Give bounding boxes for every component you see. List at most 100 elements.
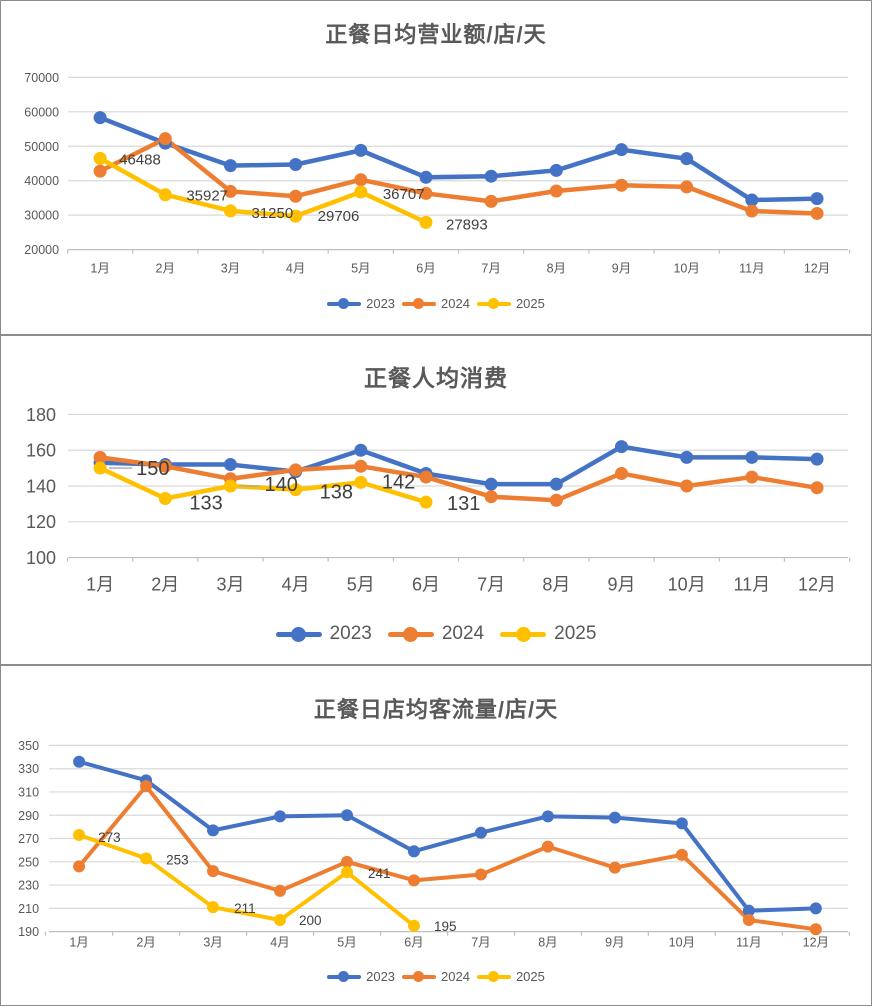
legend-label: 2024 <box>441 296 470 311</box>
svg-text:3月: 3月 <box>216 575 244 595</box>
svg-text:241: 241 <box>368 866 391 881</box>
line-dot-marker-yellow-icon <box>476 970 511 983</box>
svg-text:11月: 11月 <box>739 262 764 276</box>
svg-text:7月: 7月 <box>481 262 500 276</box>
svg-text:350: 350 <box>18 739 39 753</box>
legend-label: 2025 <box>515 296 545 311</box>
legend-item-2024: 2024 <box>402 296 470 311</box>
svg-text:9月: 9月 <box>612 262 631 276</box>
svg-text:210: 210 <box>18 902 39 916</box>
chart-panel-daily-revenue: 20000 30000 40000 50000 60000 70000 1月 2月 3月 4月 5月… <box>0 0 872 335</box>
per-capita-spend-legend: 2023 2024 2025 <box>1 623 871 645</box>
svg-text:8月: 8月 <box>547 262 566 276</box>
svg-text:273: 273 <box>98 830 121 845</box>
svg-text:9月: 9月 <box>605 936 624 950</box>
svg-text:3月: 3月 <box>203 936 222 950</box>
line-dot-marker-blue-icon <box>327 970 362 983</box>
svg-text:4月: 4月 <box>282 575 310 595</box>
legend-item-2025: 2025 <box>476 969 545 984</box>
line-dot-marker-yellow-icon <box>476 297 511 310</box>
daily-revenue-legend: 2023 2024 2025 <box>1 296 871 311</box>
svg-text:8月: 8月 <box>538 936 557 950</box>
svg-text:50000: 50000 <box>24 140 59 154</box>
legend-item-2025: 2025 <box>476 296 545 311</box>
svg-text:310: 310 <box>18 785 39 799</box>
svg-text:6月: 6月 <box>416 262 435 276</box>
legend-item-2023: 2023 <box>327 296 395 311</box>
svg-text:10月: 10月 <box>668 575 706 595</box>
legend-item-2023: 2023 <box>275 623 372 645</box>
svg-text:270: 270 <box>18 832 39 846</box>
customer-traffic-line-chart: 190 210 230 250 270 290 310 330 350 1月 2月 3月 4月 5月 6月 7… <box>18 739 850 950</box>
chart-title-per-capita-spend: 正餐人均消费 <box>364 365 508 391</box>
svg-text:250: 250 <box>18 855 39 869</box>
svg-text:131: 131 <box>447 493 480 515</box>
svg-text:120: 120 <box>26 512 56 532</box>
svg-text:190: 190 <box>18 925 39 939</box>
legend-item-2024: 2024 <box>387 623 485 645</box>
legend-label: 2025 <box>515 969 545 984</box>
customer-traffic-legend: 2023 2024 2025 <box>1 969 871 984</box>
svg-text:10月: 10月 <box>669 936 695 950</box>
legend-label: 2025 <box>554 623 597 644</box>
svg-text:7月: 7月 <box>471 936 490 950</box>
svg-text:180: 180 <box>26 405 56 425</box>
svg-text:195: 195 <box>434 919 457 934</box>
svg-text:4月: 4月 <box>286 262 305 276</box>
legend-item-2024: 2024 <box>402 969 470 984</box>
svg-text:290: 290 <box>18 809 39 823</box>
svg-text:2月: 2月 <box>151 575 179 595</box>
line-dot-marker-orange-icon <box>387 626 434 643</box>
legend-label: 2023 <box>329 623 372 644</box>
svg-text:4月: 4月 <box>270 936 289 950</box>
line-dot-marker-orange-icon <box>402 297 437 310</box>
chart-panel-per-capita-spend: 100 120 140 160 180 1月 2月 3月 4月 5月 6月 7月 8月 9月 10月 11月 1… <box>0 335 872 665</box>
svg-text:7月: 7月 <box>477 575 505 595</box>
svg-text:3月: 3月 <box>221 262 240 276</box>
svg-text:253: 253 <box>166 852 189 867</box>
svg-text:211: 211 <box>234 901 256 916</box>
svg-text:46488: 46488 <box>119 151 161 168</box>
line-dot-marker-orange-icon <box>402 970 437 983</box>
svg-text:5月: 5月 <box>337 936 356 950</box>
svg-text:330: 330 <box>18 762 39 776</box>
svg-text:138: 138 <box>320 482 353 504</box>
svg-text:230: 230 <box>18 879 39 893</box>
legend-label: 2024 <box>441 623 485 644</box>
svg-text:31250: 31250 <box>251 205 293 222</box>
svg-text:2月: 2月 <box>136 936 155 950</box>
legend-label: 2023 <box>366 969 396 984</box>
svg-text:12月: 12月 <box>804 262 830 276</box>
line-dot-marker-blue-icon <box>275 626 322 643</box>
svg-text:30000: 30000 <box>24 209 59 223</box>
svg-text:140: 140 <box>26 476 56 496</box>
svg-text:2月: 2月 <box>156 262 175 276</box>
svg-text:5月: 5月 <box>351 262 370 276</box>
svg-text:12月: 12月 <box>803 936 829 950</box>
svg-text:1月: 1月 <box>86 575 114 595</box>
chart-title-daily-revenue: 正餐日均营业额/店/天 <box>325 22 547 47</box>
svg-text:60000: 60000 <box>24 105 59 119</box>
svg-text:36707: 36707 <box>383 186 425 203</box>
svg-text:133: 133 <box>189 493 222 515</box>
svg-text:1月: 1月 <box>69 936 88 950</box>
svg-text:140: 140 <box>265 474 298 496</box>
per-capita-spend-line-chart: 100 120 140 160 180 1月 2月 3月 4月 5月 6月 7月 8月 9月 10月 11月 1… <box>26 405 851 595</box>
svg-text:150: 150 <box>136 458 169 480</box>
svg-text:70000: 70000 <box>24 71 59 85</box>
svg-text:20000: 20000 <box>24 243 59 257</box>
line-dot-marker-blue-icon <box>327 297 362 310</box>
chart-panel-customer-traffic: 190 210 230 250 270 290 310 330 350 1月 2月 3月 4月 5月 6月 7… <box>0 665 872 1006</box>
svg-text:11月: 11月 <box>736 936 761 950</box>
svg-text:11月: 11月 <box>734 575 771 595</box>
svg-text:35927: 35927 <box>186 188 228 205</box>
svg-text:5月: 5月 <box>347 575 375 595</box>
legend-item-2023: 2023 <box>327 969 395 984</box>
svg-text:9月: 9月 <box>607 575 635 595</box>
svg-text:1月: 1月 <box>90 262 109 276</box>
chart-title-customer-traffic: 正餐日店均客流量/店/天 <box>313 697 559 722</box>
svg-text:29706: 29706 <box>318 208 360 225</box>
svg-text:6月: 6月 <box>412 575 440 595</box>
legend-label: 2024 <box>441 969 470 984</box>
